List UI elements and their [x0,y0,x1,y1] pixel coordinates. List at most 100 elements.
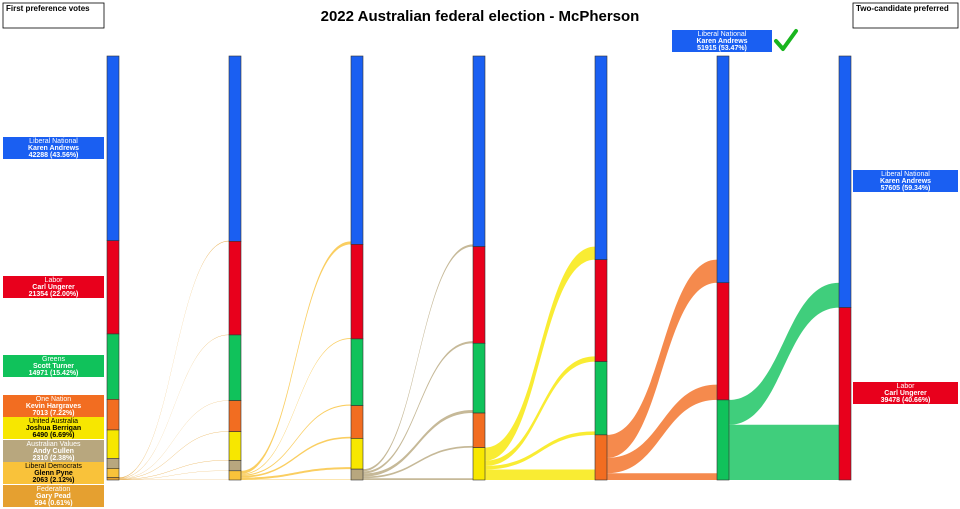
label-text: 7013 (7.22%) [32,410,74,417]
bar-segment [106,477,120,481]
bar-segment [106,399,120,431]
bar-segment [594,259,608,362]
label-box [3,395,104,417]
flow [119,240,229,479]
flow [485,356,595,466]
label-text: Liberal National [29,138,78,145]
flow [119,460,229,480]
label-text: United Australia [29,418,78,425]
bar-segment [594,361,608,436]
bar-segment [594,55,608,260]
flow [607,384,717,474]
flow [485,246,595,461]
right-heading: Two-candidate preferred [856,4,949,13]
flow [363,244,473,472]
label-text: Liberal Democrats [25,463,82,470]
flow [119,431,229,480]
flow [363,341,473,474]
label-text: Liberal National [698,31,747,38]
flow [729,424,839,480]
bar-segment [594,434,608,481]
flow [241,467,351,480]
label-text: Kevin Hargraves [26,403,81,410]
bar-segment [350,55,364,245]
heading-box [2,2,105,29]
flow [607,259,717,458]
label-box [3,137,104,159]
bar-segment [228,55,242,242]
flow [241,436,351,478]
label-text: Glenn Pyne [34,470,73,477]
label-text: Karen Andrews [880,178,931,185]
label-box [853,170,958,192]
label-box [672,30,772,52]
flow [363,445,473,479]
label-text: Greens [42,356,65,363]
label-text: 42288 (43.56%) [29,152,79,159]
check-mark [774,29,798,51]
bar-segment [716,399,730,481]
flows [119,240,839,480]
bar-segment [350,405,364,439]
heading-box [852,2,959,29]
label-text: Liberal National [881,171,930,178]
label-text: Labor [897,383,916,390]
bar-segment [472,447,486,481]
bar-segment [716,55,730,284]
bar-segment [472,342,486,414]
label-text: 6490 (6.69%) [32,432,74,439]
bar-segment [228,470,242,481]
bar-segment [350,338,364,406]
flow [363,409,473,477]
bar-segment [106,458,120,469]
bar-segment [350,468,364,481]
label-box [853,382,958,404]
flow [729,282,839,425]
bar-segment [472,412,486,448]
left-heading: First preference votes [6,4,90,13]
label-text: 2310 (2.38%) [32,455,74,462]
label-text: Labor [45,277,64,284]
label-text: Federation [37,486,71,493]
label-box [3,485,104,507]
label-text: Karen Andrews [28,145,79,152]
label-text: Andy Cullen [33,448,74,455]
bar-segment [228,241,242,336]
label-text: 14971 (15.42%) [29,370,79,377]
chart-title: 2022 Australian federal election - McPhe… [321,8,640,25]
bar-segment [106,240,120,335]
label-text: Carl Ungerer [884,390,927,397]
label-box [3,417,104,439]
bar-segment [228,431,242,461]
bar-segment [838,307,852,481]
bar-segment [228,460,242,472]
label-text: 21354 (22.00%) [29,291,79,298]
label-text: Carl Ungerer [32,284,75,291]
label-box [3,440,104,462]
label-box [3,462,104,484]
flow [241,338,351,475]
flow [241,404,351,476]
bar-segment [472,55,486,247]
label-text: 57605 (59.34%) [881,185,931,192]
flow [607,473,717,480]
flow [241,241,351,474]
flow [485,469,595,480]
label-text: Australian Values [27,441,81,448]
label-text: 2063 (2.12%) [32,477,74,484]
label-text: 594 (0.61%) [34,500,72,507]
label-text: Joshua Berrigan [26,425,81,432]
bar-segment [350,438,364,470]
flow [119,334,229,479]
label-text: 51915 (53.47%) [697,45,747,52]
bar-segment [106,333,120,400]
bar-segment [350,244,364,340]
label-text: Scott Turner [33,363,74,370]
bar-segment [716,282,730,401]
label-text: 39478 (40.66%) [881,397,931,404]
flow [485,431,595,470]
bar-segment [106,55,120,241]
flow [119,400,229,479]
